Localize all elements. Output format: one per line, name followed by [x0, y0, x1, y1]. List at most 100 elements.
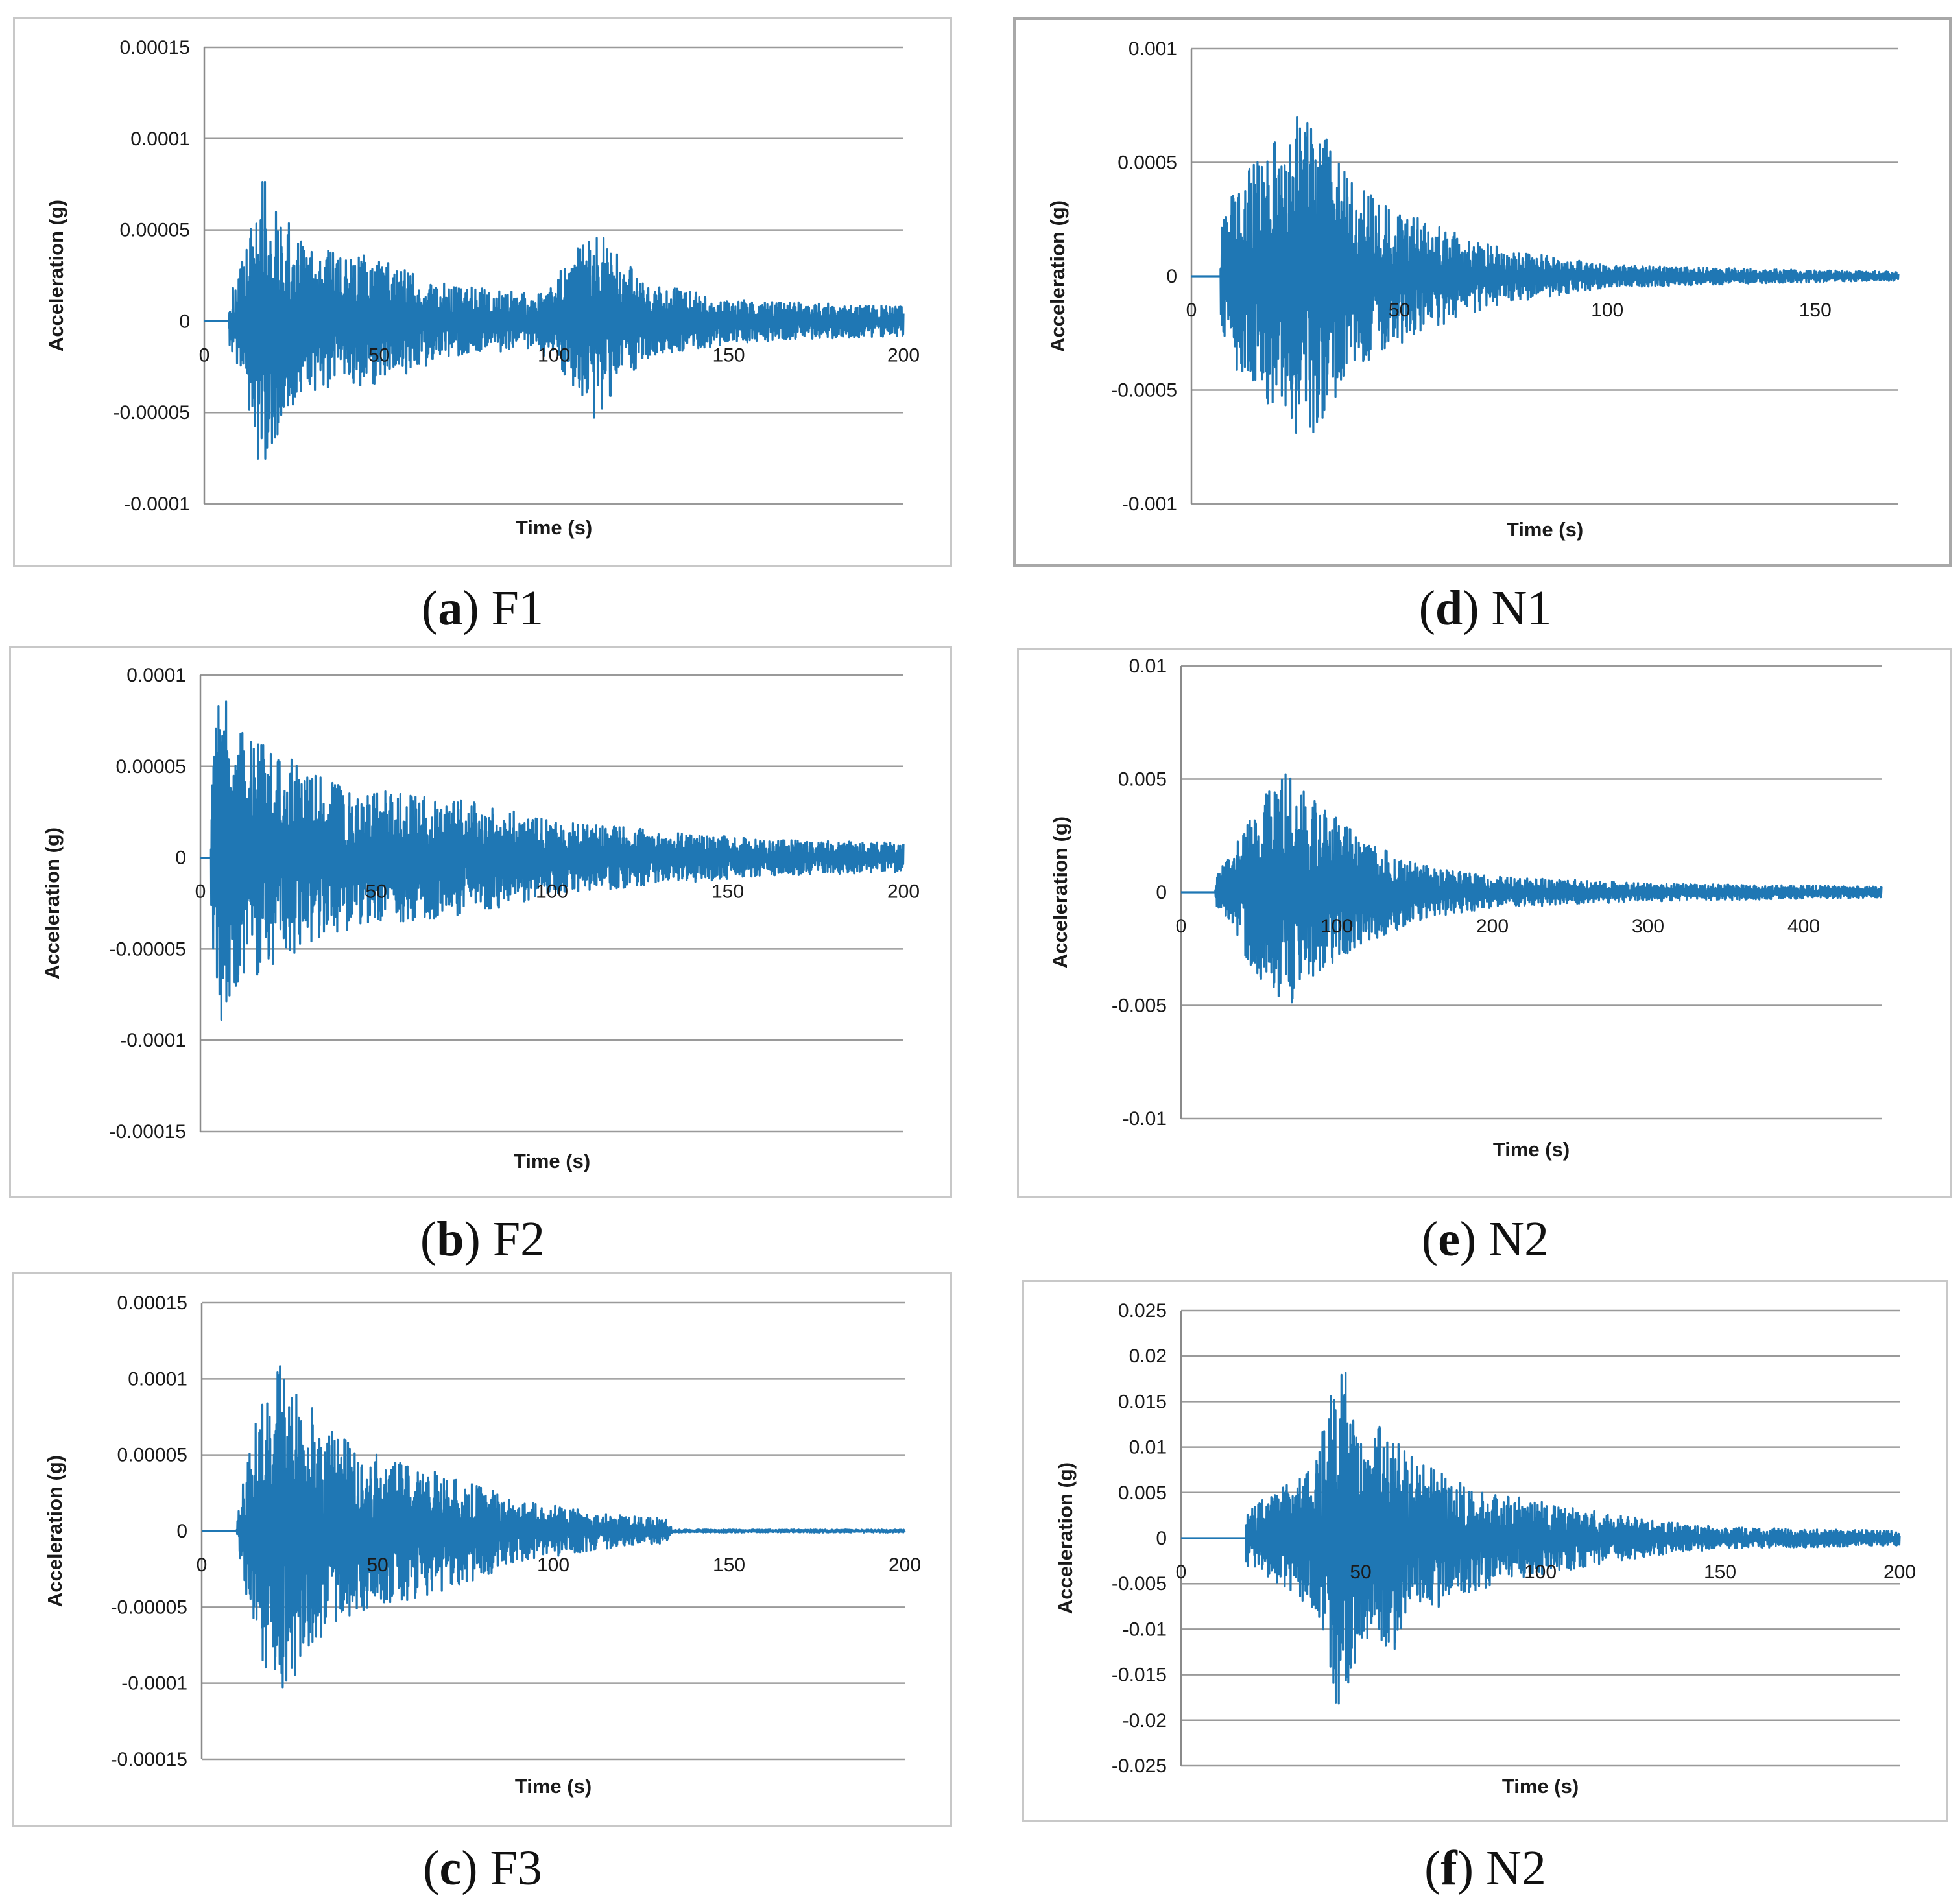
x-tick-label-c-4: 200: [889, 1554, 921, 1576]
series-line-c: [202, 1365, 906, 1689]
x-tick-label-e-1: 100: [1321, 916, 1353, 937]
y-tick-label-b-2: -0.00005: [110, 938, 186, 960]
x-tick-label-e-3: 300: [1632, 916, 1664, 937]
series-line-a: [204, 180, 905, 460]
chart-panel-f: -0.025 -0.02 -0.015 -0.01 -0.005 0 0.005 0.01 0.…: [1022, 1280, 1948, 1822]
x-tick-label-a-0: 0: [199, 344, 210, 366]
y-tick-label-d-2: 0: [1166, 266, 1177, 287]
x-tick-label-a-4: 200: [887, 344, 920, 366]
x-tick-label-f-3: 150: [1704, 1562, 1736, 1583]
chart-panel-d: -0.001 -0.0005 0 0.0005 0.001 0 50 100 150 Time (…: [1013, 17, 1952, 567]
y-tick-label-a-5: 0.00015: [120, 37, 190, 58]
x-tick-label-b-0: 0: [195, 881, 206, 903]
y-tick-label-f-6: 0.005: [1118, 1482, 1167, 1504]
y-tick-label-d-0: -0.001: [1122, 493, 1177, 515]
chart-svg-e: -0.01 -0.005 0 0.005 0.01 0 100 200 300 400 Time (…: [1049, 656, 1883, 1161]
x-tick-label-a-1: 50: [368, 344, 390, 366]
x-tick-label-f-4: 200: [1883, 1562, 1916, 1583]
chart-panel-b: -0.00015 -0.0001 -0.00005 0 0.00005 0.0001 0 50…: [9, 646, 952, 1198]
x-tick-label-f-2: 100: [1524, 1562, 1557, 1583]
y-tick-label-f-7: 0.01: [1129, 1437, 1167, 1458]
x-tick-label-a-3: 150: [712, 344, 745, 366]
y-axis-label-a: Acceleration (g): [45, 200, 67, 351]
y-tick-label-e-2: 0: [1156, 882, 1167, 903]
caption-e: (e) N2: [1421, 1212, 1549, 1266]
y-tick-label-d-1: -0.0005: [1111, 380, 1177, 401]
chart-svg-d: -0.001 -0.0005 0 0.0005 0.001 0 50 100 150 Time (…: [1046, 38, 1900, 541]
chart-svg-b: -0.00015 -0.0001 -0.00005 0 0.00005 0.0001 0 50…: [41, 665, 920, 1172]
x-axis-label-c: Time (s): [515, 1775, 592, 1798]
y-tick-label-b-1: -0.0001: [120, 1030, 186, 1051]
y-tick-label-b-3: 0: [175, 848, 186, 869]
x-tick-label-c-3: 150: [713, 1554, 745, 1576]
series-line-f: [1181, 1372, 1901, 1705]
chart-panel-e: -0.01 -0.005 0 0.005 0.01 0 100 200 300 400 Time (…: [1017, 648, 1952, 1198]
x-tick-label-e-4: 400: [1787, 916, 1820, 937]
y-tick-label-c-1: -0.0001: [121, 1673, 187, 1694]
x-tick-label-b-2: 100: [536, 881, 568, 903]
y-tick-label-c-6: 0.00015: [117, 1292, 187, 1314]
chart-panel-a: -0.0001 -0.00005 0 0.00005 0.0001 0.00015 0 50 1…: [13, 17, 952, 567]
y-tick-label-c-5: 0.0001: [128, 1368, 187, 1390]
x-tick-label-f-0: 0: [1176, 1562, 1187, 1583]
x-tick-label-d-2: 100: [1591, 300, 1623, 321]
y-tick-label-e-1: -0.005: [1112, 995, 1167, 1017]
y-tick-label-c-4: 0.00005: [117, 1445, 187, 1466]
y-tick-label-b-0: -0.00015: [110, 1121, 186, 1143]
y-tick-label-e-0: -0.01: [1123, 1108, 1167, 1130]
x-tick-label-c-1: 50: [366, 1554, 388, 1576]
y-tick-label-a-0: -0.0001: [124, 493, 190, 515]
caption-a: (a) F1: [422, 581, 544, 635]
x-tick-label-c-2: 100: [537, 1554, 569, 1576]
y-tick-label-e-4: 0.01: [1129, 656, 1167, 677]
x-tick-label-b-3: 150: [711, 881, 744, 903]
y-axis-label-f: Acceleration (g): [1054, 1462, 1077, 1614]
y-tick-label-e-3: 0.005: [1118, 769, 1167, 790]
caption-d: (d) N1: [1418, 581, 1552, 635]
caption-c: (c) F3: [423, 1841, 542, 1895]
x-tick-label-d-1: 50: [1389, 300, 1410, 321]
caption-b: (b) F2: [420, 1212, 545, 1266]
y-tick-label-f-5: 0: [1156, 1528, 1167, 1549]
chart-svg-c: -0.00015 -0.0001 -0.00005 0 0.00005 0.0001 0.0…: [43, 1292, 921, 1798]
y-tick-label-a-3: 0.00005: [120, 220, 190, 241]
y-tick-label-a-1: -0.00005: [114, 402, 190, 423]
y-tick-label-f-2: -0.015: [1112, 1665, 1167, 1686]
x-axis-label-a: Time (s): [516, 516, 592, 539]
chart-svg-f: -0.025 -0.02 -0.015 -0.01 -0.005 0 0.005 0.01 0.…: [1054, 1300, 1916, 1798]
x-tick-label-b-1: 50: [365, 881, 387, 903]
y-axis-label-b: Acceleration (g): [41, 827, 64, 979]
y-tick-label-c-2: -0.00005: [111, 1597, 187, 1618]
caption-f: (f) N2: [1424, 1841, 1546, 1895]
y-tick-label-f-9: 0.02: [1129, 1346, 1167, 1367]
y-tick-label-c-3: 0: [176, 1521, 187, 1542]
y-tick-label-c-0: -0.00015: [111, 1749, 187, 1770]
y-tick-label-b-4: 0.00005: [116, 756, 186, 778]
y-axis-label-c: Acceleration (g): [43, 1455, 66, 1607]
x-tick-label-d-3: 150: [1799, 300, 1832, 321]
y-tick-label-f-4: -0.005: [1112, 1573, 1167, 1595]
x-tick-label-c-0: 0: [197, 1554, 208, 1576]
x-tick-label-d-0: 0: [1186, 300, 1197, 321]
x-tick-label-f-1: 50: [1350, 1562, 1371, 1583]
y-tick-label-a-2: 0: [179, 311, 190, 332]
x-tick-label-a-2: 100: [538, 344, 570, 366]
y-tick-label-f-3: -0.01: [1123, 1619, 1167, 1640]
y-tick-label-f-8: 0.015: [1118, 1391, 1167, 1412]
y-tick-label-f-0: -0.025: [1112, 1755, 1167, 1777]
chart-svg-a: -0.0001 -0.00005 0 0.00005 0.0001 0.00015 0 50 1…: [45, 37, 920, 539]
y-tick-label-b-5: 0.0001: [126, 665, 186, 686]
y-tick-label-f-1: -0.02: [1123, 1710, 1167, 1731]
y-axis-label-d: Acceleration (g): [1046, 200, 1069, 352]
x-axis-label-d: Time (s): [1507, 518, 1583, 541]
y-tick-label-a-4: 0.0001: [130, 128, 190, 150]
y-tick-label-d-4: 0.001: [1129, 38, 1177, 60]
x-tick-label-b-4: 200: [887, 881, 920, 903]
series-line-d: [1191, 115, 1900, 434]
y-tick-label-d-3: 0.0005: [1117, 152, 1177, 174]
x-axis-label-f: Time (s): [1502, 1775, 1579, 1798]
chart-panel-c: -0.00015 -0.0001 -0.00005 0 0.00005 0.0001 0.0…: [12, 1272, 952, 1827]
y-tick-label-f-10: 0.025: [1118, 1300, 1167, 1322]
y-axis-label-e: Acceleration (g): [1049, 816, 1071, 968]
x-axis-label-b: Time (s): [514, 1150, 590, 1172]
